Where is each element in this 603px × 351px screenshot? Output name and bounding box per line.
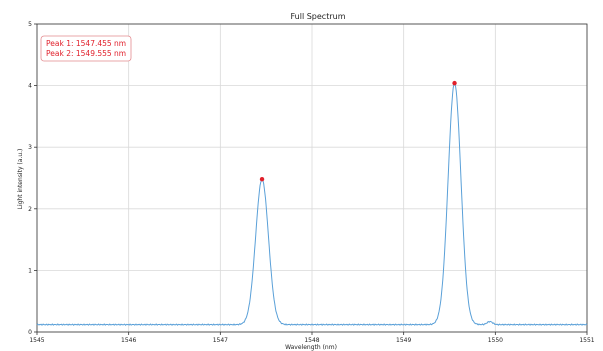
y-tick-label: 2 bbox=[28, 206, 32, 213]
y-tick-label: 5 bbox=[28, 21, 32, 28]
chart-title: Full Spectrum bbox=[291, 12, 346, 21]
axis-ticks: 1545 1546 1547 1548 1549 1550 1551 0 1 2 3 4 5 bbox=[28, 21, 595, 344]
gridlines bbox=[36, 23, 588, 333]
x-tick-label: 1547 bbox=[213, 337, 228, 344]
x-tick-label: 1550 bbox=[488, 337, 503, 344]
peak-annotation-box: Peak 1: 1547.455 nm Peak 2: 1549.555 nm bbox=[40, 35, 132, 62]
annotation-line-2: Peak 2: 1549.555 nm bbox=[46, 49, 126, 58]
spectrum-line bbox=[36, 82, 588, 326]
x-tick-label: 1551 bbox=[579, 337, 594, 344]
annotation-frame bbox=[40, 35, 132, 62]
x-tick-label: 1548 bbox=[304, 337, 319, 344]
peak-markers bbox=[259, 80, 457, 182]
peak-marker bbox=[452, 80, 457, 86]
x-tick-label: 1549 bbox=[396, 337, 411, 344]
y-tick-label: 3 bbox=[28, 144, 32, 151]
y-tick-label: 1 bbox=[28, 267, 32, 274]
peak-marker bbox=[259, 177, 265, 182]
x-tick-label: 1545 bbox=[29, 337, 44, 344]
x-tick-label: 1546 bbox=[121, 337, 136, 344]
y-tick-label: 0 bbox=[28, 329, 32, 336]
y-tick-label: 4 bbox=[28, 83, 32, 90]
annotation-line-1: Peak 1: 1547.455 nm bbox=[46, 39, 126, 48]
y-axis-label: Light intensity (a.u.) bbox=[17, 149, 24, 210]
x-axis-label: Wavelength (nm) bbox=[285, 344, 337, 351]
